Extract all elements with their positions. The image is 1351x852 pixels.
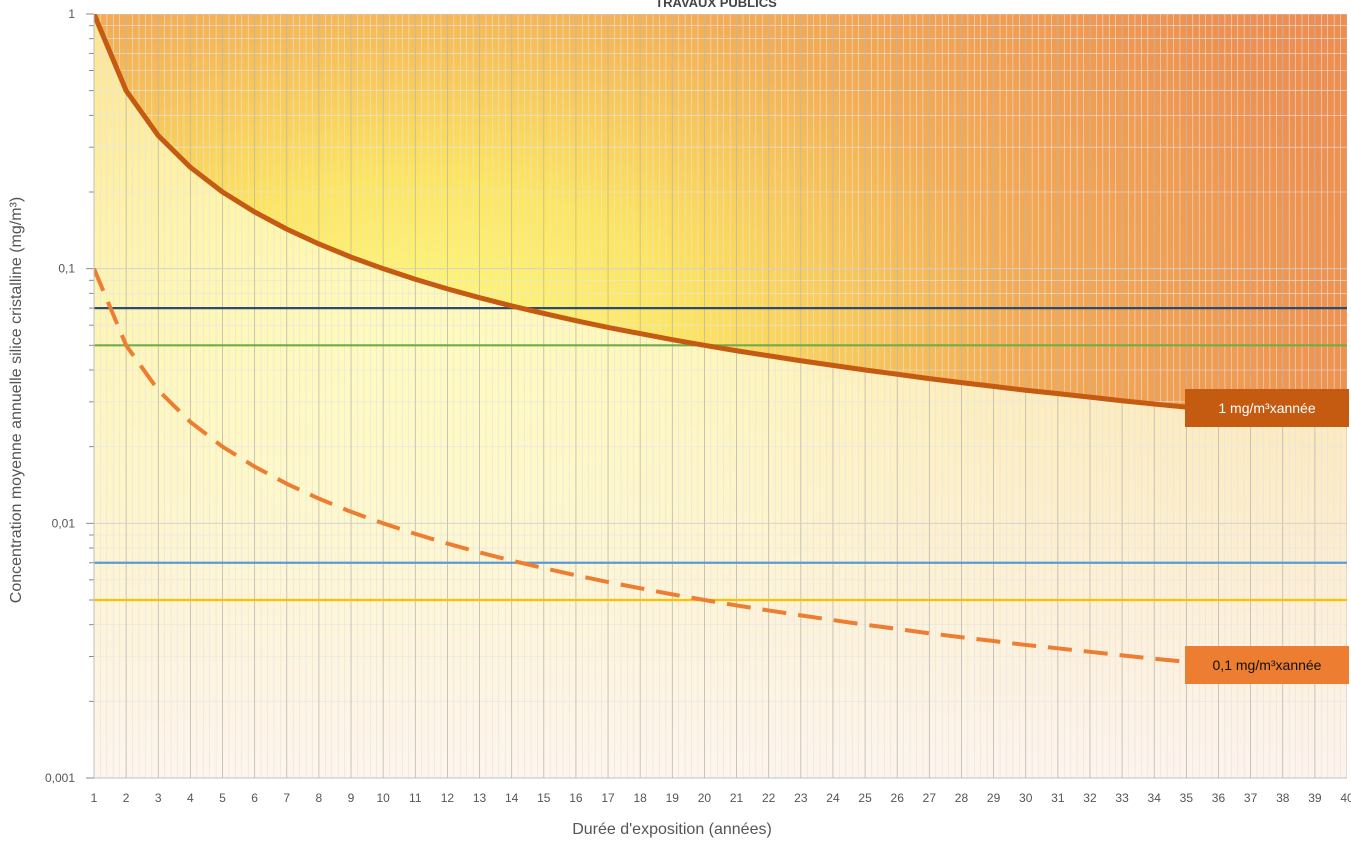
x-tick-label: 20 (698, 791, 712, 805)
x-tick-label: 27 (923, 791, 937, 805)
x-tick-label: 13 (473, 791, 487, 805)
threshold-lines (94, 307, 1347, 602)
x-tick-label: 5 (219, 791, 226, 805)
x-tick-label: 16 (569, 791, 583, 805)
x-tick-label: 6 (251, 791, 258, 805)
y-tick-label: 0,01 (52, 516, 76, 530)
x-tick-label: 2 (123, 791, 130, 805)
secondary-exposure-curve (94, 267, 1187, 664)
x-tick-label: 37 (1244, 791, 1258, 805)
x-tick-label: 26 (891, 791, 905, 805)
x-tick-label: 10 (376, 791, 390, 805)
x-tick-label: 8 (316, 791, 323, 805)
primary-curve-label: 1 mg/m³xannée (1185, 389, 1349, 427)
x-tick-label: 17 (601, 791, 615, 805)
x-tick-label: 4 (187, 791, 194, 805)
y-tick-label: 1 (68, 7, 75, 21)
x-tick-label: 3 (155, 791, 162, 805)
x-tick-label: 33 (1115, 791, 1129, 805)
x-tick-label: 31 (1051, 791, 1065, 805)
area-below-primary-curve (94, 14, 1347, 778)
chart-title: TRAVAUX PUBLICS (655, 0, 777, 10)
secondary-curve-label: 0,1 mg/m³xannée (1185, 646, 1349, 684)
x-tick-label: 35 (1180, 791, 1194, 805)
y-tick-label: 0,1 (58, 262, 75, 276)
x-tick-label: 22 (762, 791, 776, 805)
x-tick-label: 38 (1276, 791, 1290, 805)
x-tick-label: 29 (987, 791, 1001, 805)
x-tick-label: 19 (666, 791, 680, 805)
exposure-curves (94, 14, 1187, 664)
x-tick-label: 18 (633, 791, 647, 805)
x-tick-label: 30 (1019, 791, 1033, 805)
primary-exposure-curve (94, 14, 1187, 410)
x-axis-ticks: 1 2 3 4 5 6 7 8 9 10 11 12 13 14 15 16 17 18 19 20 21 22 23 24 2… (91, 791, 1351, 805)
x-tick-label: 23 (794, 791, 808, 805)
x-tick-label: 36 (1212, 791, 1226, 805)
y-axis-ticks: 0,001 0,01 0,1 1 (45, 7, 94, 785)
x-tick-label: 7 (283, 791, 290, 805)
x-axis-title: Durée d'exposition (années) (572, 821, 772, 838)
x-tick-label: 15 (537, 791, 551, 805)
x-tick-label: 32 (1083, 791, 1097, 805)
x-tick-label: 21 (730, 791, 744, 805)
x-tick-label: 24 (826, 791, 840, 805)
x-tick-label: 25 (858, 791, 872, 805)
x-tick-label: 1 (91, 791, 98, 805)
y-tick-label: 0,001 (45, 771, 75, 785)
x-tick-label: 9 (348, 791, 355, 805)
x-tick-label: 11 (409, 791, 422, 805)
x-tick-label: 40 (1340, 791, 1351, 805)
y-axis-title: Concentration moyenne annuelle silice cr… (8, 197, 25, 603)
x-tick-label: 39 (1308, 791, 1322, 805)
x-tick-label: 12 (441, 791, 455, 805)
x-tick-label: 28 (955, 791, 969, 805)
x-tick-label: 34 (1148, 791, 1162, 805)
x-tick-label: 14 (505, 791, 519, 805)
